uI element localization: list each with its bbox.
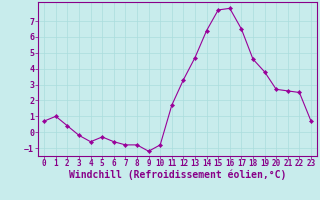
X-axis label: Windchill (Refroidissement éolien,°C): Windchill (Refroidissement éolien,°C) <box>69 169 286 180</box>
